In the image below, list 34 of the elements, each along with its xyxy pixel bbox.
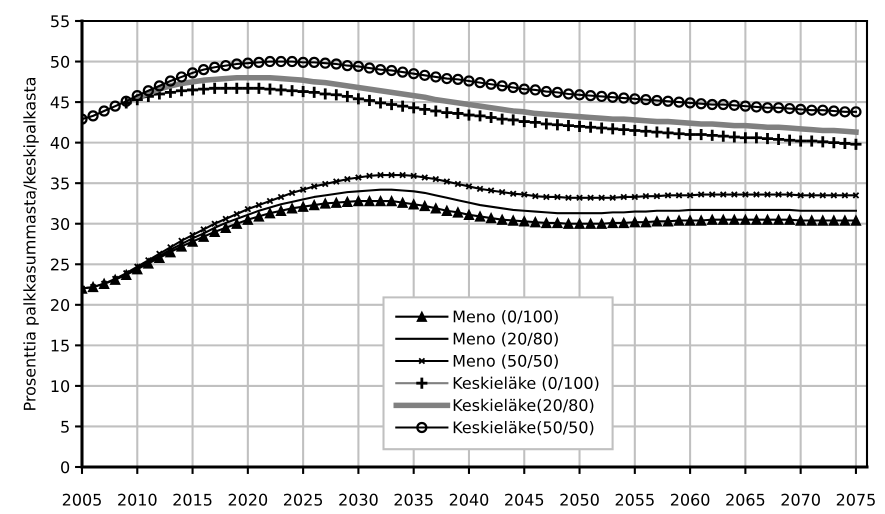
y-axis-title: Prosenttia palkkasummasta/keskipalkasta	[23, 78, 39, 410]
x-tick-label: 2015	[173, 494, 212, 506]
x-tick-label: 2025	[284, 494, 322, 506]
y-tick-label: 25	[51, 258, 69, 271]
legend-label: Meno (50/50)	[454, 354, 558, 369]
x-tick-label: 2050	[560, 494, 599, 506]
legend-label: Meno (0/100)	[454, 310, 558, 324]
legend-label: Keskieläke (0/100)	[454, 376, 598, 391]
y-tick-label: 50	[51, 56, 70, 68]
x-tick-label: 2040	[450, 494, 488, 506]
y-tick-label: 30	[51, 218, 70, 230]
y-tick-label: 55	[51, 15, 69, 28]
legend-label: Keskieläke(50/50)	[454, 420, 594, 436]
y-tick-label: 10	[52, 380, 70, 392]
x-tick-label: 2020	[228, 494, 268, 506]
y-tick-label: 35	[51, 177, 69, 190]
y-tick-label: 15	[52, 340, 69, 352]
x-tick-label: 2055	[616, 494, 654, 506]
y-tick-label: 0	[61, 461, 70, 474]
legend-label: Meno (20/80)	[454, 332, 558, 347]
x-tick-label: 2010	[118, 494, 157, 506]
x-tick-label: 2070	[782, 494, 820, 506]
x-tick-label: 2030	[339, 494, 378, 506]
y-tick-label: 20	[51, 299, 70, 312]
x-tick-label: 2045	[505, 494, 544, 506]
y-tick-label: 5	[61, 420, 69, 433]
legend-label: Keskieläke(20/80)	[454, 398, 594, 414]
x-tick-label: 2065	[726, 494, 764, 506]
x-tick-label: 2075	[836, 494, 875, 506]
x-tick-label: 2060	[670, 494, 710, 506]
y-tick-label: 45	[50, 96, 69, 108]
x-tick-label: 2035	[394, 494, 433, 506]
x-tick-label: 2005	[62, 494, 101, 506]
y-tick-label: 40	[50, 136, 70, 149]
